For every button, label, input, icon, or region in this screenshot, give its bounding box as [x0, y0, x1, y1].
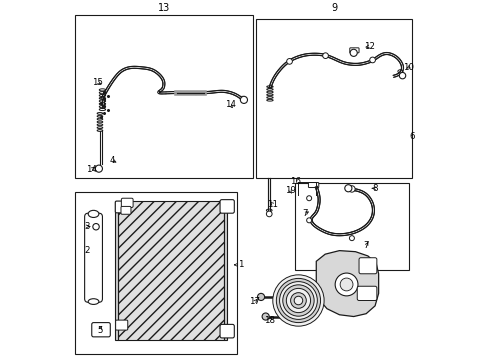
Bar	[74, 192, 237, 354]
Circle shape	[287, 59, 293, 64]
Text: 12: 12	[364, 42, 374, 51]
Circle shape	[349, 186, 355, 192]
Circle shape	[370, 57, 375, 63]
Text: 16: 16	[291, 177, 301, 186]
Text: 2: 2	[84, 246, 90, 255]
Circle shape	[340, 278, 353, 291]
Text: 10: 10	[403, 63, 415, 72]
Circle shape	[399, 72, 406, 79]
Bar	[295, 183, 409, 270]
Text: 7: 7	[302, 210, 308, 219]
Text: 19: 19	[285, 186, 295, 195]
Circle shape	[257, 293, 265, 301]
Circle shape	[286, 288, 311, 312]
Circle shape	[262, 313, 269, 320]
Ellipse shape	[88, 299, 99, 305]
Polygon shape	[316, 251, 379, 316]
Text: 8: 8	[372, 184, 378, 193]
Circle shape	[307, 196, 312, 201]
Text: 1: 1	[238, 260, 243, 269]
Text: 5: 5	[97, 325, 103, 334]
Circle shape	[280, 282, 318, 319]
Circle shape	[294, 296, 303, 305]
Circle shape	[267, 211, 272, 217]
Circle shape	[345, 185, 352, 192]
Text: 3: 3	[84, 222, 90, 231]
FancyBboxPatch shape	[308, 183, 319, 188]
Text: 9: 9	[332, 3, 338, 13]
FancyBboxPatch shape	[357, 286, 377, 301]
Text: 6: 6	[409, 132, 415, 141]
Text: 17: 17	[249, 297, 261, 306]
Ellipse shape	[88, 210, 99, 217]
FancyBboxPatch shape	[116, 320, 128, 330]
FancyBboxPatch shape	[121, 206, 131, 214]
FancyBboxPatch shape	[220, 200, 234, 213]
Text: 18: 18	[265, 316, 275, 325]
Circle shape	[291, 293, 306, 309]
FancyBboxPatch shape	[359, 258, 377, 274]
Circle shape	[335, 273, 358, 296]
FancyBboxPatch shape	[350, 48, 359, 53]
Bar	[223, 201, 227, 340]
Circle shape	[283, 285, 314, 316]
Circle shape	[273, 275, 324, 326]
Text: 7: 7	[364, 242, 369, 251]
Text: 4: 4	[110, 156, 115, 165]
Text: 14: 14	[224, 100, 236, 109]
Circle shape	[241, 96, 247, 103]
Circle shape	[307, 218, 312, 223]
Circle shape	[276, 278, 320, 323]
Text: 15: 15	[92, 77, 102, 86]
Circle shape	[350, 49, 357, 57]
Circle shape	[96, 165, 102, 172]
Circle shape	[349, 236, 354, 240]
FancyBboxPatch shape	[220, 324, 234, 338]
Circle shape	[93, 224, 99, 230]
Bar	[256, 19, 413, 177]
Text: 14: 14	[86, 165, 97, 174]
Text: 13: 13	[158, 3, 170, 13]
Text: 11: 11	[268, 200, 278, 209]
FancyBboxPatch shape	[122, 198, 133, 207]
Bar	[119, 201, 223, 340]
FancyBboxPatch shape	[92, 323, 110, 337]
Bar	[115, 201, 119, 340]
Bar	[74, 15, 253, 177]
FancyBboxPatch shape	[115, 201, 127, 213]
FancyBboxPatch shape	[85, 213, 102, 302]
Circle shape	[323, 53, 328, 59]
